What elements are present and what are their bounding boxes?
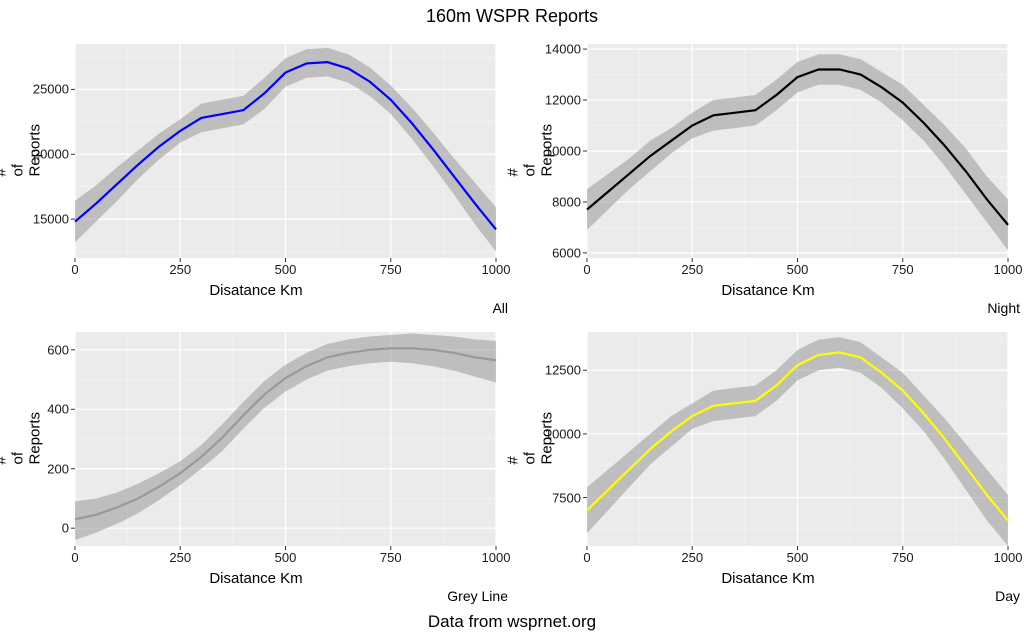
x-tick-label: 500 xyxy=(787,258,809,277)
y-tick-label: 600 xyxy=(47,342,75,357)
y-tick-label: 400 xyxy=(47,402,75,417)
x-axis-title: Disatance Km xyxy=(512,570,1024,587)
x-tick-label: 750 xyxy=(380,258,402,277)
x-tick-label: 250 xyxy=(169,546,191,565)
x-tick-label: 1000 xyxy=(482,258,511,277)
x-tick-label: 1000 xyxy=(994,258,1023,277)
plot-area: 7500100001250002505007501000 xyxy=(587,332,1008,546)
y-tick-label: 7500 xyxy=(552,490,587,505)
x-tick-label: 250 xyxy=(169,258,191,277)
y-tick-label: 8000 xyxy=(552,194,587,209)
y-tick-label: 20000 xyxy=(33,147,75,162)
panel-greyline: # of Reports020040060002505007501000Disa… xyxy=(0,320,512,608)
plot-area: 15000200002500002505007501000 xyxy=(75,44,496,258)
panel-label: Grey Line xyxy=(447,588,508,604)
x-tick-label: 750 xyxy=(892,258,914,277)
subplot-grid: # of Reports1500020000250000250500750100… xyxy=(0,32,1024,608)
plot-area: 020040060002505007501000 xyxy=(75,332,496,546)
x-tick-label: 500 xyxy=(275,258,297,277)
y-axis-title: # of Reports xyxy=(0,445,44,465)
x-tick-label: 0 xyxy=(583,546,590,565)
x-tick-label: 250 xyxy=(681,258,703,277)
x-tick-label: 750 xyxy=(380,546,402,565)
panel-night: # of Reports6000800010000120001400002505… xyxy=(512,32,1024,320)
x-tick-label: 250 xyxy=(681,546,703,565)
y-tick-label: 25000 xyxy=(33,82,75,97)
y-tick-label: 6000 xyxy=(552,245,587,260)
y-axis-title: # of Reports xyxy=(505,157,556,177)
x-tick-label: 0 xyxy=(583,258,590,277)
y-tick-label: 10000 xyxy=(545,426,587,441)
x-tick-label: 500 xyxy=(275,546,297,565)
panel-label: Day xyxy=(995,588,1020,604)
x-tick-label: 1000 xyxy=(994,546,1023,565)
y-tick-label: 200 xyxy=(47,461,75,476)
x-axis-title: Disatance Km xyxy=(512,282,1024,299)
panel-all: # of Reports1500020000250000250500750100… xyxy=(0,32,512,320)
x-axis-title: Disatance Km xyxy=(0,570,512,587)
x-tick-label: 750 xyxy=(892,546,914,565)
x-tick-label: 500 xyxy=(787,546,809,565)
page-title: 160m WSPR Reports xyxy=(0,0,1024,32)
panel-label: All xyxy=(492,300,508,316)
x-tick-label: 1000 xyxy=(482,546,511,565)
x-tick-label: 0 xyxy=(71,258,78,277)
x-axis-title: Disatance Km xyxy=(0,282,512,299)
panel-label: Night xyxy=(987,300,1020,316)
y-tick-label: 0 xyxy=(62,521,75,536)
y-tick-label: 10000 xyxy=(545,144,587,159)
y-tick-label: 14000 xyxy=(545,42,587,57)
panel-day: # of Reports7500100001250002505007501000… xyxy=(512,320,1024,608)
y-tick-label: 12000 xyxy=(545,93,587,108)
plot-area: 6000800010000120001400002505007501000 xyxy=(587,44,1008,258)
y-tick-label: 12500 xyxy=(545,363,587,378)
x-tick-label: 0 xyxy=(71,546,78,565)
caption: Data from wsprnet.org xyxy=(0,608,1024,636)
y-tick-label: 15000 xyxy=(33,212,75,227)
y-axis-title: # of Reports xyxy=(505,445,556,465)
